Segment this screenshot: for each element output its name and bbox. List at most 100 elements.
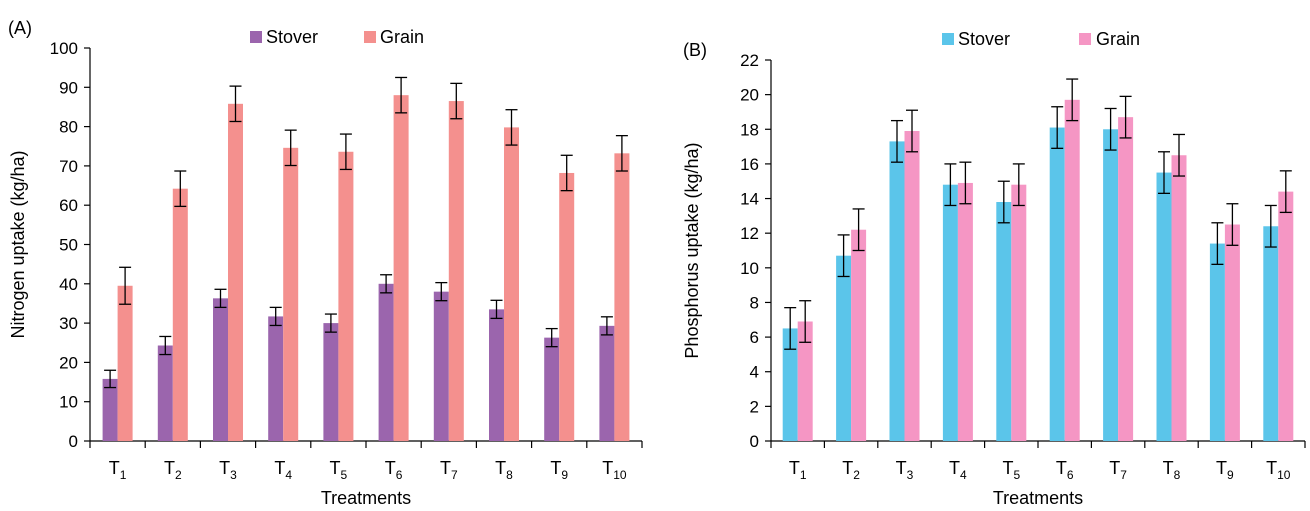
bar-stover	[157, 345, 173, 441]
x-tick-label: T3	[219, 458, 237, 482]
bar-stover	[323, 323, 339, 441]
bar-grain	[1064, 99, 1080, 441]
x-tick-label: T2	[842, 458, 860, 482]
bar-stover	[1156, 172, 1172, 441]
y-tick-label: 90	[59, 78, 78, 97]
y-tick-label: 60	[59, 196, 78, 215]
bar-stover	[782, 328, 798, 441]
bar-stover	[378, 283, 394, 441]
bar-stover	[268, 316, 284, 441]
bar-stover	[544, 337, 560, 441]
x-tick-label: T5	[1002, 458, 1020, 482]
x-tick-label: T9	[550, 458, 568, 482]
x-axis-title: Treatments	[993, 488, 1083, 508]
bar-grain	[283, 147, 299, 441]
y-axis-title: Nitrogen uptake (kg/ha)	[8, 150, 28, 338]
bar-stover	[996, 202, 1012, 441]
chart-panel-a: (A) 0 10 20 30 40 50 60 70 80 90 100 T1 T2 T3 T4 T5 T6 T7 T…	[8, 18, 643, 508]
y-tick-label: 0	[69, 432, 78, 451]
y-tick-label: 14	[740, 190, 759, 209]
x-tick-label: T6	[385, 458, 403, 482]
bar-stover	[489, 309, 504, 441]
x-tick-label: T2	[164, 458, 182, 482]
legend-label-grain: Grain	[1096, 29, 1140, 49]
y-axis-title: Phosphorus uptake (kg/ha)	[682, 142, 702, 358]
bar-grain	[614, 153, 630, 441]
bar-grain	[797, 321, 813, 441]
y-tick-label: 30	[59, 314, 78, 333]
bar-grain	[904, 131, 920, 441]
bar-grain	[448, 101, 464, 442]
bar-stover	[836, 255, 852, 441]
x-tick-label: T10	[1266, 458, 1291, 482]
bar-stover	[102, 378, 118, 441]
y-tick-label: 50	[59, 236, 78, 255]
bar-stover	[942, 184, 958, 441]
x-tick-label: T8	[1163, 458, 1181, 482]
legend-label-stover: Stover	[266, 27, 318, 47]
x-tick-label: T7	[440, 458, 458, 482]
bar-grain	[1171, 155, 1187, 441]
legend-label-stover: Stover	[958, 29, 1010, 49]
bar-grain	[1278, 191, 1294, 441]
bar-stover	[1049, 127, 1065, 442]
legend-swatch-grain	[364, 31, 376, 43]
bar-grain	[393, 95, 409, 441]
x-tick-label: T7	[1109, 458, 1127, 482]
x-tick-label: T4	[949, 458, 967, 482]
x-tick-label: T1	[109, 458, 127, 482]
panel-label: (B)	[683, 40, 707, 60]
bar-stover	[1209, 243, 1225, 441]
y-tick-label: 70	[59, 157, 78, 176]
y-tick-label: 4	[750, 363, 759, 382]
y-tick-label: 8	[750, 293, 759, 312]
bar-grain	[851, 229, 867, 441]
panel-label: (A)	[8, 18, 32, 38]
x-tick-label: T1	[789, 458, 807, 482]
bar-grain	[504, 127, 519, 442]
legend-swatch-grain	[1079, 33, 1091, 45]
y-tick-label: 22	[740, 51, 759, 70]
bar-stover	[889, 141, 905, 442]
y-tick-label: 2	[750, 397, 759, 416]
bar-stover	[213, 298, 228, 441]
bar-grain	[228, 103, 243, 441]
bar-grain	[1118, 117, 1134, 442]
y-tick-label: 20	[59, 353, 78, 372]
y-tick-label: 18	[740, 120, 759, 139]
bar-stover	[433, 291, 449, 441]
bar-grain	[338, 151, 354, 441]
y-tick-label: 20	[740, 86, 759, 105]
y-tick-label: 10	[59, 393, 78, 412]
legend-swatch-stover	[250, 31, 262, 43]
x-tick-label: T3	[896, 458, 914, 482]
bar-stover	[599, 325, 615, 441]
legend-label-grain: Grain	[380, 27, 424, 47]
bar-grain	[957, 182, 973, 441]
x-tick-label: T8	[495, 458, 513, 482]
x-tick-label: T10	[602, 458, 627, 482]
x-tick-label: T9	[1216, 458, 1234, 482]
y-tick-label: 0	[750, 432, 759, 451]
bar-stover	[1263, 226, 1279, 441]
x-axis-title: Treatments	[321, 488, 411, 508]
bar-grain	[172, 188, 188, 441]
bar-grain	[1011, 184, 1027, 441]
x-tick-label: T4	[274, 458, 292, 482]
bar-grain	[117, 285, 133, 441]
legend-swatch-stover	[942, 33, 954, 45]
bar-grain	[1224, 224, 1240, 441]
y-tick-label: 80	[59, 118, 78, 137]
y-tick-label: 6	[750, 328, 759, 347]
y-tick-label: 10	[740, 259, 759, 278]
bar-grain	[559, 172, 575, 441]
chart-panel-b: (B) 0 2 4 6 8 10 12 14 16 18 20 22 T1 T2 T3 T4 T5 T6 T7 T8 T9…	[682, 29, 1306, 508]
x-tick-label: T6	[1056, 458, 1074, 482]
bar-stover	[1103, 129, 1119, 442]
y-tick-label: 100	[50, 39, 78, 58]
x-tick-label: T5	[330, 458, 348, 482]
y-tick-label: 16	[740, 155, 759, 174]
y-tick-label: 12	[740, 224, 759, 243]
y-tick-label: 40	[59, 275, 78, 294]
